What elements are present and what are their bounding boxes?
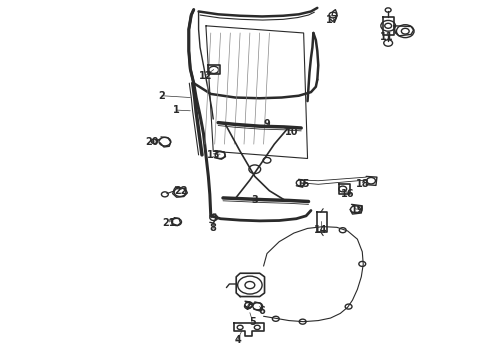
Circle shape (237, 325, 243, 329)
Text: 20: 20 (146, 138, 159, 147)
Text: 21: 21 (163, 218, 176, 228)
Circle shape (272, 316, 279, 321)
Text: 9: 9 (264, 120, 270, 129)
Circle shape (245, 302, 253, 308)
Text: 15: 15 (297, 179, 310, 189)
Circle shape (296, 180, 305, 186)
Circle shape (253, 303, 263, 310)
Text: 22: 22 (175, 186, 188, 196)
Circle shape (385, 8, 391, 12)
Text: 3: 3 (251, 195, 258, 205)
Text: 10: 10 (285, 127, 298, 136)
Circle shape (339, 186, 346, 192)
Circle shape (350, 206, 360, 213)
Text: 13: 13 (206, 150, 220, 160)
Text: 5: 5 (249, 317, 256, 327)
Circle shape (396, 25, 414, 38)
Text: 4: 4 (234, 334, 241, 345)
Text: 16: 16 (341, 189, 354, 199)
Text: 2: 2 (159, 91, 165, 101)
Text: 17: 17 (326, 15, 340, 26)
Circle shape (385, 23, 392, 28)
Circle shape (151, 139, 157, 143)
Circle shape (263, 157, 271, 163)
Circle shape (401, 28, 409, 34)
Circle shape (299, 319, 306, 324)
Text: 7: 7 (244, 302, 251, 312)
Circle shape (329, 12, 337, 18)
Circle shape (172, 219, 181, 226)
Circle shape (174, 188, 186, 197)
Text: 8: 8 (210, 224, 217, 233)
Circle shape (209, 66, 219, 73)
Circle shape (215, 151, 225, 158)
Circle shape (159, 137, 171, 146)
Circle shape (381, 21, 395, 31)
Circle shape (245, 282, 255, 289)
Text: 6: 6 (259, 306, 266, 316)
Circle shape (254, 325, 260, 329)
Circle shape (249, 165, 261, 174)
Circle shape (359, 261, 366, 266)
Circle shape (345, 304, 352, 309)
Circle shape (367, 177, 375, 184)
Text: 19: 19 (351, 206, 364, 216)
Circle shape (238, 276, 262, 294)
Text: 11: 11 (380, 32, 393, 41)
Circle shape (210, 215, 218, 221)
Text: 12: 12 (199, 71, 213, 81)
Circle shape (384, 40, 392, 46)
Text: 14: 14 (314, 225, 327, 235)
Circle shape (161, 192, 168, 197)
Circle shape (245, 304, 251, 309)
Text: 18: 18 (355, 179, 369, 189)
Circle shape (339, 228, 346, 233)
Text: 1: 1 (173, 105, 180, 115)
